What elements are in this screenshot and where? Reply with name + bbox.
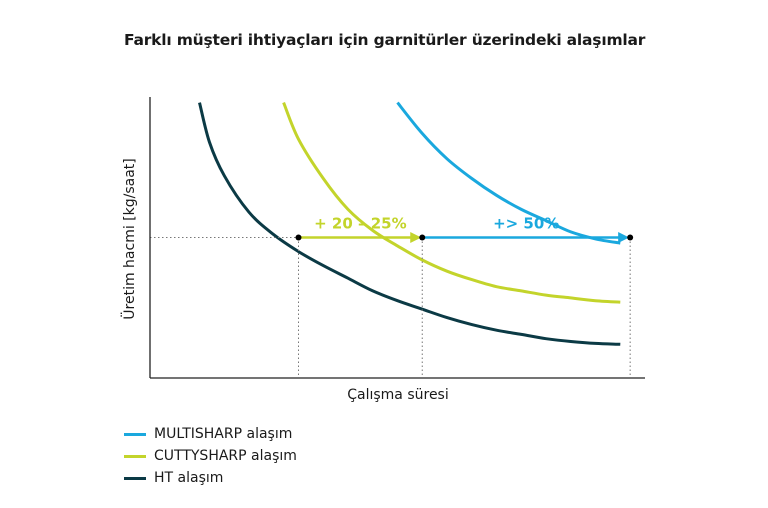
legend: MULTISHARP alaşım CUTTYSHARP alaşım HT ala…: [124, 423, 297, 489]
x-axis-label: Çalışma süresi: [347, 387, 449, 403]
legend-swatch: [124, 454, 146, 458]
legend-label: HT alaşım: [154, 470, 224, 486]
legend-item: CUTTYSHARP alaşım: [124, 445, 297, 467]
legend-swatch: [124, 476, 146, 480]
legend-item: MULTISHARP alaşım: [124, 423, 297, 445]
series-layer: [198, 101, 621, 346]
legend-label: CUTTYSHARP alaşım: [154, 448, 297, 464]
marker-point-0: [295, 234, 302, 241]
arrows-layer: [298, 232, 630, 243]
arrow-head-0: [410, 232, 422, 243]
series-line-1: [282, 102, 621, 304]
legend-swatch: [124, 432, 146, 436]
annotation-label-0: + 20 – 25%: [314, 215, 407, 233]
legend-label: MULTISHARP alaşım: [154, 426, 293, 442]
marker-point-2: [627, 234, 634, 241]
legend-item: HT alaşım: [124, 467, 297, 489]
marker-point-1: [419, 234, 426, 241]
annotation-layer: + 20 – 25% +> 50%: [314, 215, 559, 233]
guides-layer: [150, 237, 631, 378]
series-line-2: [198, 102, 621, 346]
markers-layer: [295, 234, 634, 241]
series-line-0: [396, 101, 621, 245]
annotation-label-1: +> 50%: [493, 215, 559, 233]
chart-title: Farklı müşteri ihtiyaçları için garnitür…: [124, 31, 646, 49]
y-axis-label: Üretim hacmi [kg/saat]: [120, 158, 138, 319]
arrow-head-1: [618, 232, 630, 243]
